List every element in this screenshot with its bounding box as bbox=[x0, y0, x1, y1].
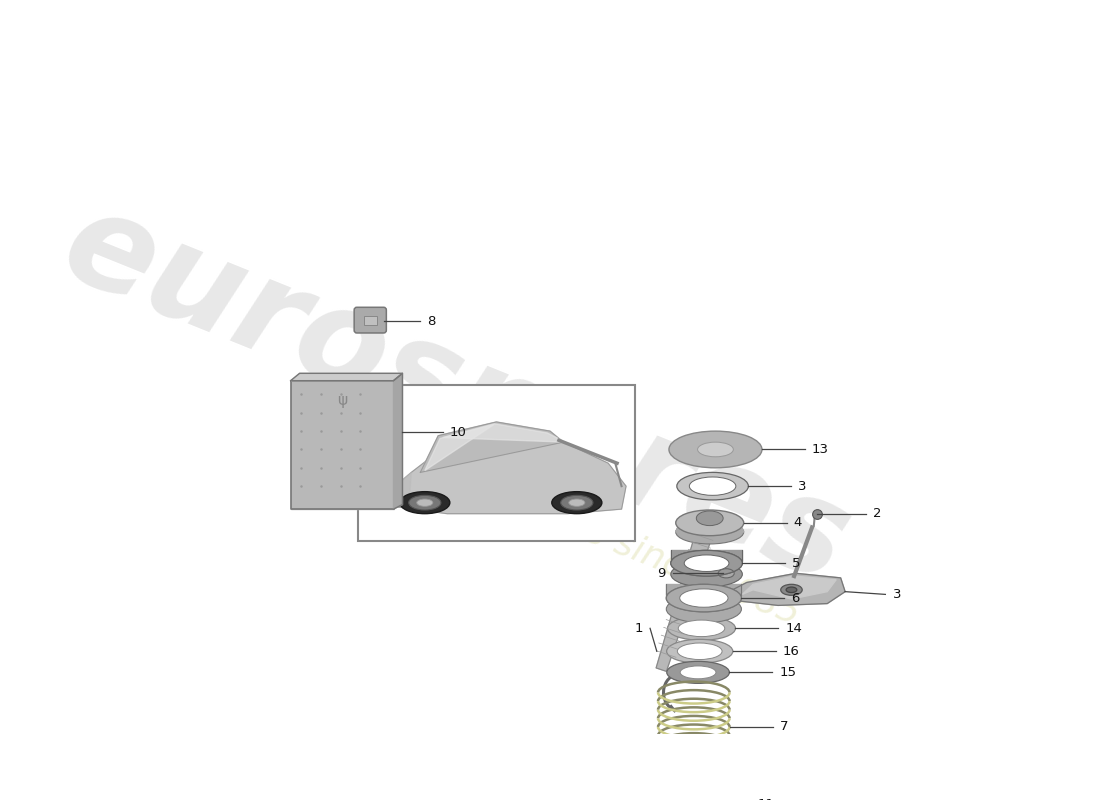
Polygon shape bbox=[290, 374, 403, 381]
Ellipse shape bbox=[667, 584, 741, 612]
Ellipse shape bbox=[667, 662, 729, 683]
Text: ψ: ψ bbox=[337, 394, 348, 408]
Ellipse shape bbox=[671, 550, 742, 576]
Text: eurospares: eurospares bbox=[45, 179, 867, 610]
Ellipse shape bbox=[676, 472, 748, 500]
Polygon shape bbox=[723, 570, 730, 574]
Text: 3: 3 bbox=[799, 480, 807, 493]
Text: 4: 4 bbox=[794, 516, 802, 530]
Ellipse shape bbox=[679, 620, 725, 637]
Polygon shape bbox=[675, 515, 744, 532]
Ellipse shape bbox=[697, 442, 734, 457]
Ellipse shape bbox=[678, 643, 722, 659]
FancyBboxPatch shape bbox=[354, 307, 386, 333]
Ellipse shape bbox=[781, 584, 802, 595]
Text: 16: 16 bbox=[783, 645, 800, 658]
Bar bbox=[358, 386, 635, 541]
Polygon shape bbox=[385, 436, 626, 514]
Ellipse shape bbox=[680, 666, 716, 678]
Polygon shape bbox=[718, 570, 726, 574]
Polygon shape bbox=[657, 511, 719, 671]
Text: 6: 6 bbox=[792, 591, 800, 605]
Ellipse shape bbox=[680, 589, 728, 607]
Polygon shape bbox=[385, 472, 411, 506]
Ellipse shape bbox=[684, 555, 729, 571]
Text: 9: 9 bbox=[657, 567, 665, 580]
Text: 11: 11 bbox=[758, 798, 774, 800]
Bar bbox=[364, 315, 376, 325]
Polygon shape bbox=[667, 584, 741, 595]
Ellipse shape bbox=[561, 495, 593, 510]
Text: 8: 8 bbox=[428, 314, 436, 327]
Polygon shape bbox=[671, 550, 742, 562]
Ellipse shape bbox=[399, 492, 450, 514]
Polygon shape bbox=[723, 574, 730, 578]
Text: 5: 5 bbox=[792, 557, 801, 570]
Polygon shape bbox=[742, 576, 836, 599]
Text: 3: 3 bbox=[892, 588, 901, 601]
Polygon shape bbox=[670, 775, 710, 800]
Polygon shape bbox=[726, 570, 734, 574]
Ellipse shape bbox=[786, 587, 796, 593]
Ellipse shape bbox=[667, 639, 733, 663]
Text: 1: 1 bbox=[635, 622, 642, 635]
Polygon shape bbox=[726, 574, 734, 578]
Polygon shape bbox=[394, 374, 403, 509]
Text: 15: 15 bbox=[780, 666, 796, 679]
Ellipse shape bbox=[569, 499, 585, 506]
Ellipse shape bbox=[675, 510, 744, 536]
Ellipse shape bbox=[668, 617, 736, 640]
Text: 7: 7 bbox=[780, 721, 789, 734]
Ellipse shape bbox=[696, 511, 723, 526]
Ellipse shape bbox=[667, 584, 741, 612]
Ellipse shape bbox=[417, 499, 433, 506]
Ellipse shape bbox=[675, 520, 744, 544]
Ellipse shape bbox=[669, 431, 762, 468]
Text: 13: 13 bbox=[812, 443, 829, 456]
Ellipse shape bbox=[667, 595, 741, 623]
Polygon shape bbox=[420, 422, 563, 472]
Polygon shape bbox=[425, 425, 494, 470]
Ellipse shape bbox=[670, 768, 710, 782]
Polygon shape bbox=[729, 574, 845, 606]
Text: 2: 2 bbox=[872, 507, 881, 520]
Polygon shape bbox=[290, 381, 394, 509]
Polygon shape bbox=[718, 574, 726, 578]
Text: a passion for parts since 1985: a passion for parts since 1985 bbox=[286, 396, 805, 632]
Ellipse shape bbox=[671, 550, 742, 576]
Ellipse shape bbox=[690, 477, 736, 495]
Ellipse shape bbox=[671, 562, 742, 587]
Ellipse shape bbox=[409, 495, 441, 510]
Ellipse shape bbox=[552, 492, 602, 514]
Polygon shape bbox=[442, 424, 565, 442]
Text: 10: 10 bbox=[450, 426, 466, 438]
Text: 14: 14 bbox=[785, 622, 802, 635]
